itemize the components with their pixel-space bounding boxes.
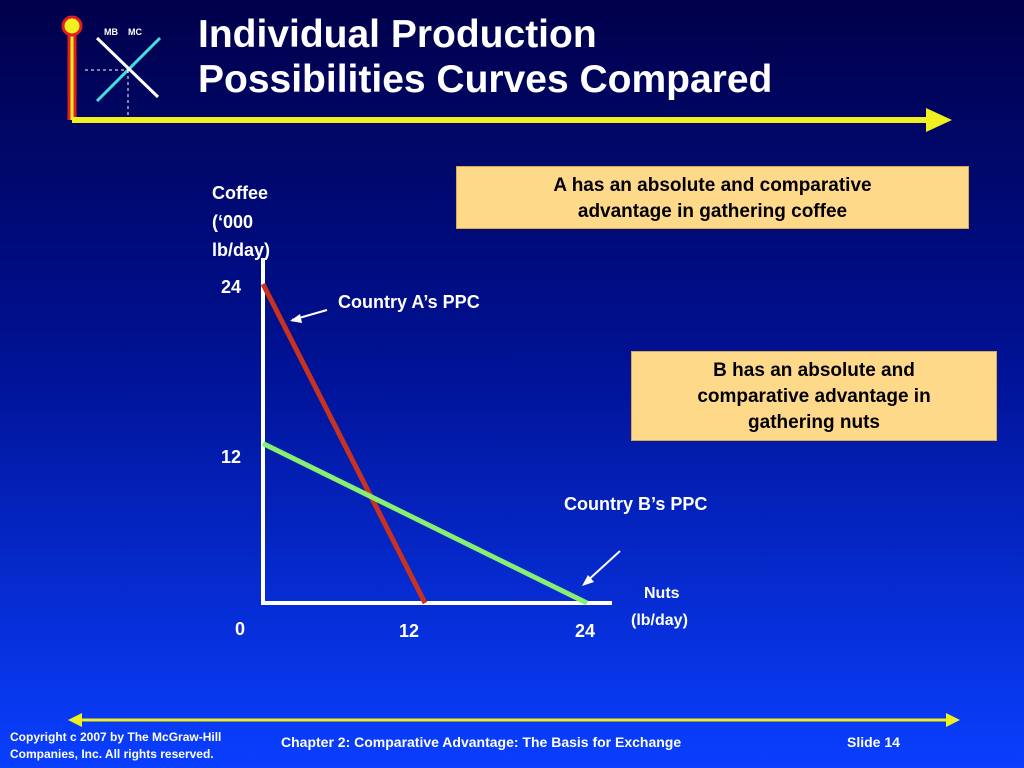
callout-b-line-1: B has an absolute and [713, 360, 915, 381]
y-axis-label-line-2: (‘000 [212, 212, 254, 232]
country-a-ppc-line [260, 282, 428, 605]
copyright-line-2: Companies, Inc. All rights reserved. [10, 747, 214, 761]
callout-country-a: A has an absolute and comparative advant… [456, 166, 969, 229]
y-tick-label-24: 24 [221, 277, 242, 297]
callout-a-line-1: A has an absolute and comparative [553, 175, 872, 196]
footer-rule [68, 713, 960, 727]
page-title: Individual Production Possibilities Curv… [198, 12, 772, 102]
callout-b-line-2: comparative advantage in [697, 386, 931, 407]
header-arrow-head-icon [926, 108, 952, 132]
logo-circle-icon [61, 15, 83, 37]
footer-slide-number: Slide 14 [847, 734, 900, 750]
callout-a-line-2: advantage in gathering coffee [577, 201, 848, 222]
logo-mc-label: MC [128, 27, 142, 37]
origin-label: 0 [235, 619, 246, 639]
y-axis-label-line-3: lb/day) [212, 240, 271, 260]
country-b-ppc-line [261, 441, 589, 606]
pointer-arrow-b-head-icon [582, 575, 594, 586]
footer-arrow-right-icon [946, 713, 960, 727]
x-tick-label-12: 12 [399, 621, 420, 641]
footer-arrow-left-icon [68, 713, 82, 727]
x-axis-label-line-2: (lb/day) [631, 612, 688, 629]
pointer-arrow-b-line [584, 550, 621, 584]
series-label-country-a: Country A’s PPC [338, 292, 480, 312]
header-decoration: MB MC [61, 15, 952, 132]
y-axis-label-line-1: Coffee [212, 183, 269, 203]
logo-mb-label: MB [104, 27, 118, 37]
footer-chapter-title: Chapter 2: Comparative Advantage: The Ba… [281, 734, 682, 750]
mb-curve-icon [95, 36, 160, 99]
pointer-arrow-a-head-icon [290, 314, 302, 323]
x-tick-label-24: 24 [575, 621, 596, 641]
x-axis-label-line-1: Nuts [644, 585, 680, 602]
title-line-1: Individual Production [198, 13, 597, 56]
title-line-2: Possibilities Curves Compared [198, 58, 773, 101]
callout-b-line-3: gathering nuts [748, 412, 880, 433]
series-label-country-b: Country B’s PPC [564, 494, 708, 514]
callout-country-b: B has an absolute and comparative advant… [631, 351, 997, 441]
y-tick-label-12: 12 [221, 447, 242, 467]
copyright-line-1: Copyright c 2007 by The McGraw-Hill [10, 730, 222, 744]
